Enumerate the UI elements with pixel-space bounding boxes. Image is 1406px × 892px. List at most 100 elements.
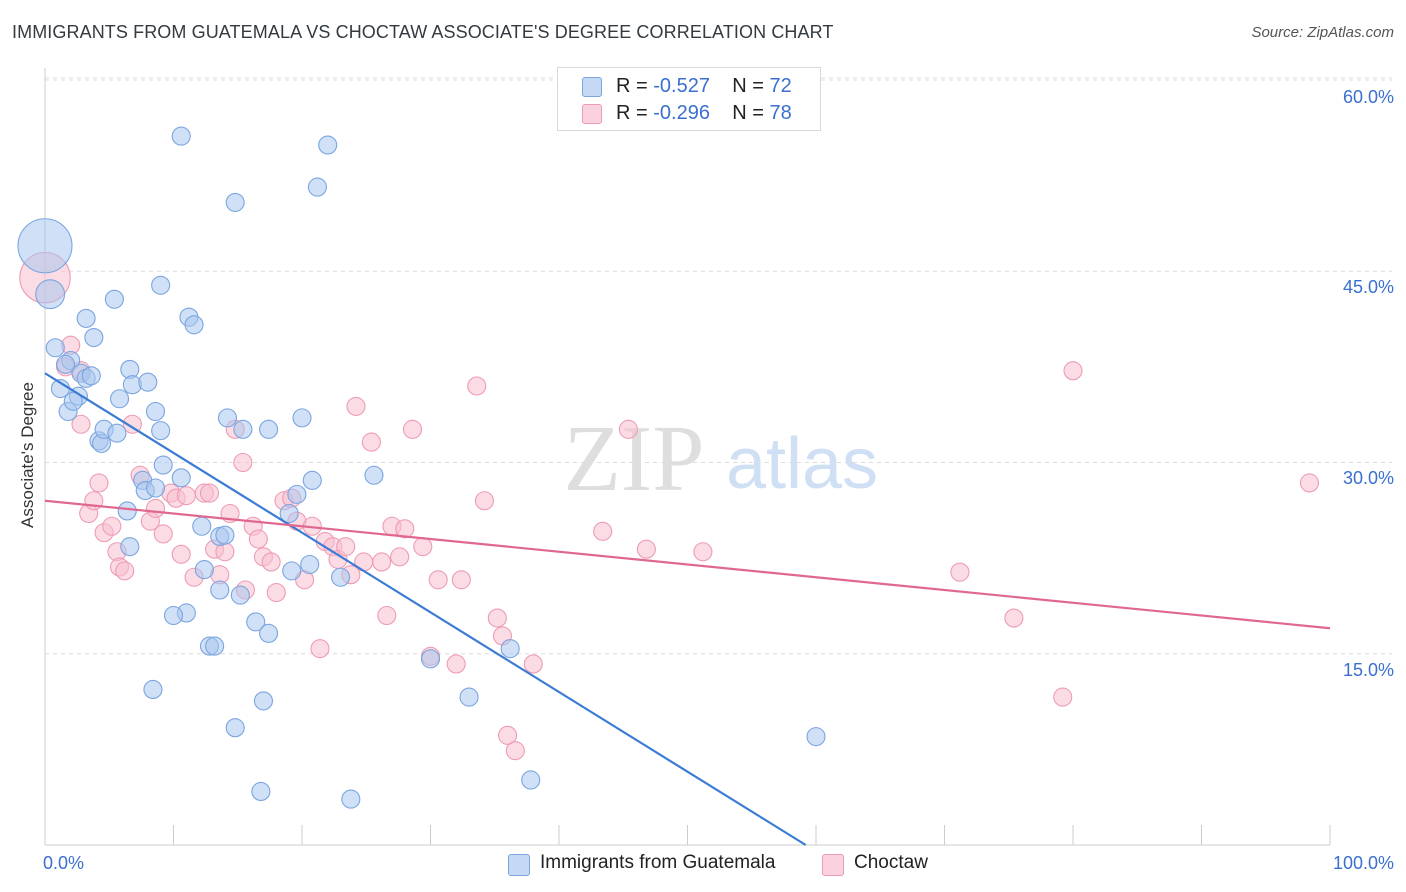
choctaw-point xyxy=(451,570,471,590)
guatemala-point xyxy=(215,525,235,545)
guatemala-point xyxy=(109,389,130,409)
x-tick-min: 0.0% xyxy=(43,853,85,873)
guatemala-point xyxy=(81,366,101,386)
choctaw-point xyxy=(361,432,381,452)
guatemala-point xyxy=(145,401,166,422)
choctaw-point xyxy=(122,414,142,434)
choctaw-point xyxy=(474,491,495,511)
legend-r-label: R = xyxy=(616,75,654,97)
guatemala-point xyxy=(163,605,184,626)
guatemala-point xyxy=(17,218,73,274)
choctaw-point xyxy=(446,654,466,674)
guatemala-point xyxy=(341,789,361,809)
guatemala-point xyxy=(63,391,83,411)
guatemala-point xyxy=(205,636,225,656)
guatemala-point xyxy=(84,327,104,348)
choctaw-point xyxy=(176,486,196,506)
legend-n-label: N = xyxy=(732,75,770,97)
guatemala-point xyxy=(104,289,124,309)
guatemala-point xyxy=(230,585,250,605)
choctaw-point xyxy=(402,419,423,439)
choctaw-point xyxy=(171,544,191,564)
guatemala-point xyxy=(806,727,826,747)
choctaw-point xyxy=(413,537,433,557)
bottom-legend-swatch-choctaw xyxy=(822,854,844,876)
choctaw-point xyxy=(145,498,166,518)
choctaw-point xyxy=(199,483,220,503)
x-tick-max: 100.0% xyxy=(1332,853,1394,873)
choctaw-point xyxy=(336,537,356,557)
choctaw-point xyxy=(233,452,253,473)
legend-r-value-choctaw: -0.296 xyxy=(653,102,710,124)
choctaw-point xyxy=(618,419,638,439)
guatemala-point xyxy=(251,781,271,802)
choctaw-point xyxy=(395,519,415,539)
choctaw-point xyxy=(693,542,713,562)
y-axis-label: Associate's Degree xyxy=(18,382,37,528)
guatemala-point xyxy=(171,126,191,146)
guatemala-point xyxy=(292,408,312,428)
choctaw-point xyxy=(372,552,392,572)
choctaw-point xyxy=(310,639,330,659)
guatemala-point xyxy=(153,455,173,475)
choctaw-point xyxy=(487,608,507,628)
guatemala-point xyxy=(259,419,279,439)
legend-r-label: R = xyxy=(616,102,654,124)
choctaw-point xyxy=(1053,687,1073,707)
trend-lines xyxy=(44,372,1331,846)
guatemala-point xyxy=(459,687,479,707)
legend-n-label: N = xyxy=(732,102,770,124)
choctaw-point xyxy=(428,570,448,590)
correlation-legend: R = -0.527 N = 72 R = -0.296 N = 78 xyxy=(557,67,821,131)
guatemala-point xyxy=(225,718,245,738)
guatemala-point xyxy=(253,691,274,711)
bottom-legend-label-choctaw: Choctaw xyxy=(854,852,928,873)
y-tick-45: 45.0% xyxy=(1342,277,1394,297)
guatemala-point xyxy=(194,560,214,580)
guatemala-point xyxy=(45,338,65,358)
watermark: ZIP atlas xyxy=(564,407,879,511)
choctaw-point xyxy=(1004,608,1024,628)
guatemala-point xyxy=(300,554,320,575)
choctaw-point xyxy=(102,516,122,536)
source-label: Source: ZipAtlas.com xyxy=(1251,24,1394,41)
guatemala-point xyxy=(210,580,230,600)
choctaw-point xyxy=(377,605,397,626)
guatemala-point xyxy=(56,354,76,374)
choctaw-point xyxy=(950,562,970,582)
guatemala-point xyxy=(107,423,127,443)
guatemala-point xyxy=(117,501,137,521)
guatemala-point xyxy=(259,623,279,643)
guatemala-point xyxy=(302,470,322,490)
bottom-legend-label-guatemala: Immigrants from Guatemala xyxy=(540,852,776,873)
legend-swatch-choctaw xyxy=(582,104,602,124)
guatemala-point xyxy=(192,516,212,536)
guatemala-point xyxy=(233,419,253,439)
guatemala-point xyxy=(225,192,245,212)
guatemala-point xyxy=(151,421,171,441)
legend-r-value-guatemala: -0.527 xyxy=(653,75,710,97)
guatemala-point xyxy=(282,561,302,581)
guatemala-point xyxy=(171,468,191,488)
y-tick-30: 30.0% xyxy=(1342,468,1394,488)
guatemala-point xyxy=(76,308,96,328)
choctaw-point xyxy=(346,396,366,416)
guatemala-point xyxy=(279,503,299,524)
guatemala-point xyxy=(318,135,338,155)
guatemala-trend-line xyxy=(44,372,807,846)
choctaw-point xyxy=(505,741,525,761)
choctaw-point xyxy=(261,552,281,572)
guatemala-point xyxy=(420,649,441,669)
guatemala-point xyxy=(364,465,384,485)
chart-title: IMMIGRANTS FROM GUATEMALA VS CHOCTAW ASS… xyxy=(12,22,834,42)
choctaw-point xyxy=(115,561,135,581)
guatemala-point xyxy=(151,275,171,295)
choctaw-point xyxy=(467,376,487,396)
choctaw-point xyxy=(1063,361,1083,381)
choctaw-point xyxy=(593,521,613,541)
guatemala-point xyxy=(521,770,541,790)
y-tick-60: 60.0% xyxy=(1342,87,1394,107)
guatemala-point xyxy=(145,478,166,498)
guatemala-point xyxy=(217,408,238,428)
